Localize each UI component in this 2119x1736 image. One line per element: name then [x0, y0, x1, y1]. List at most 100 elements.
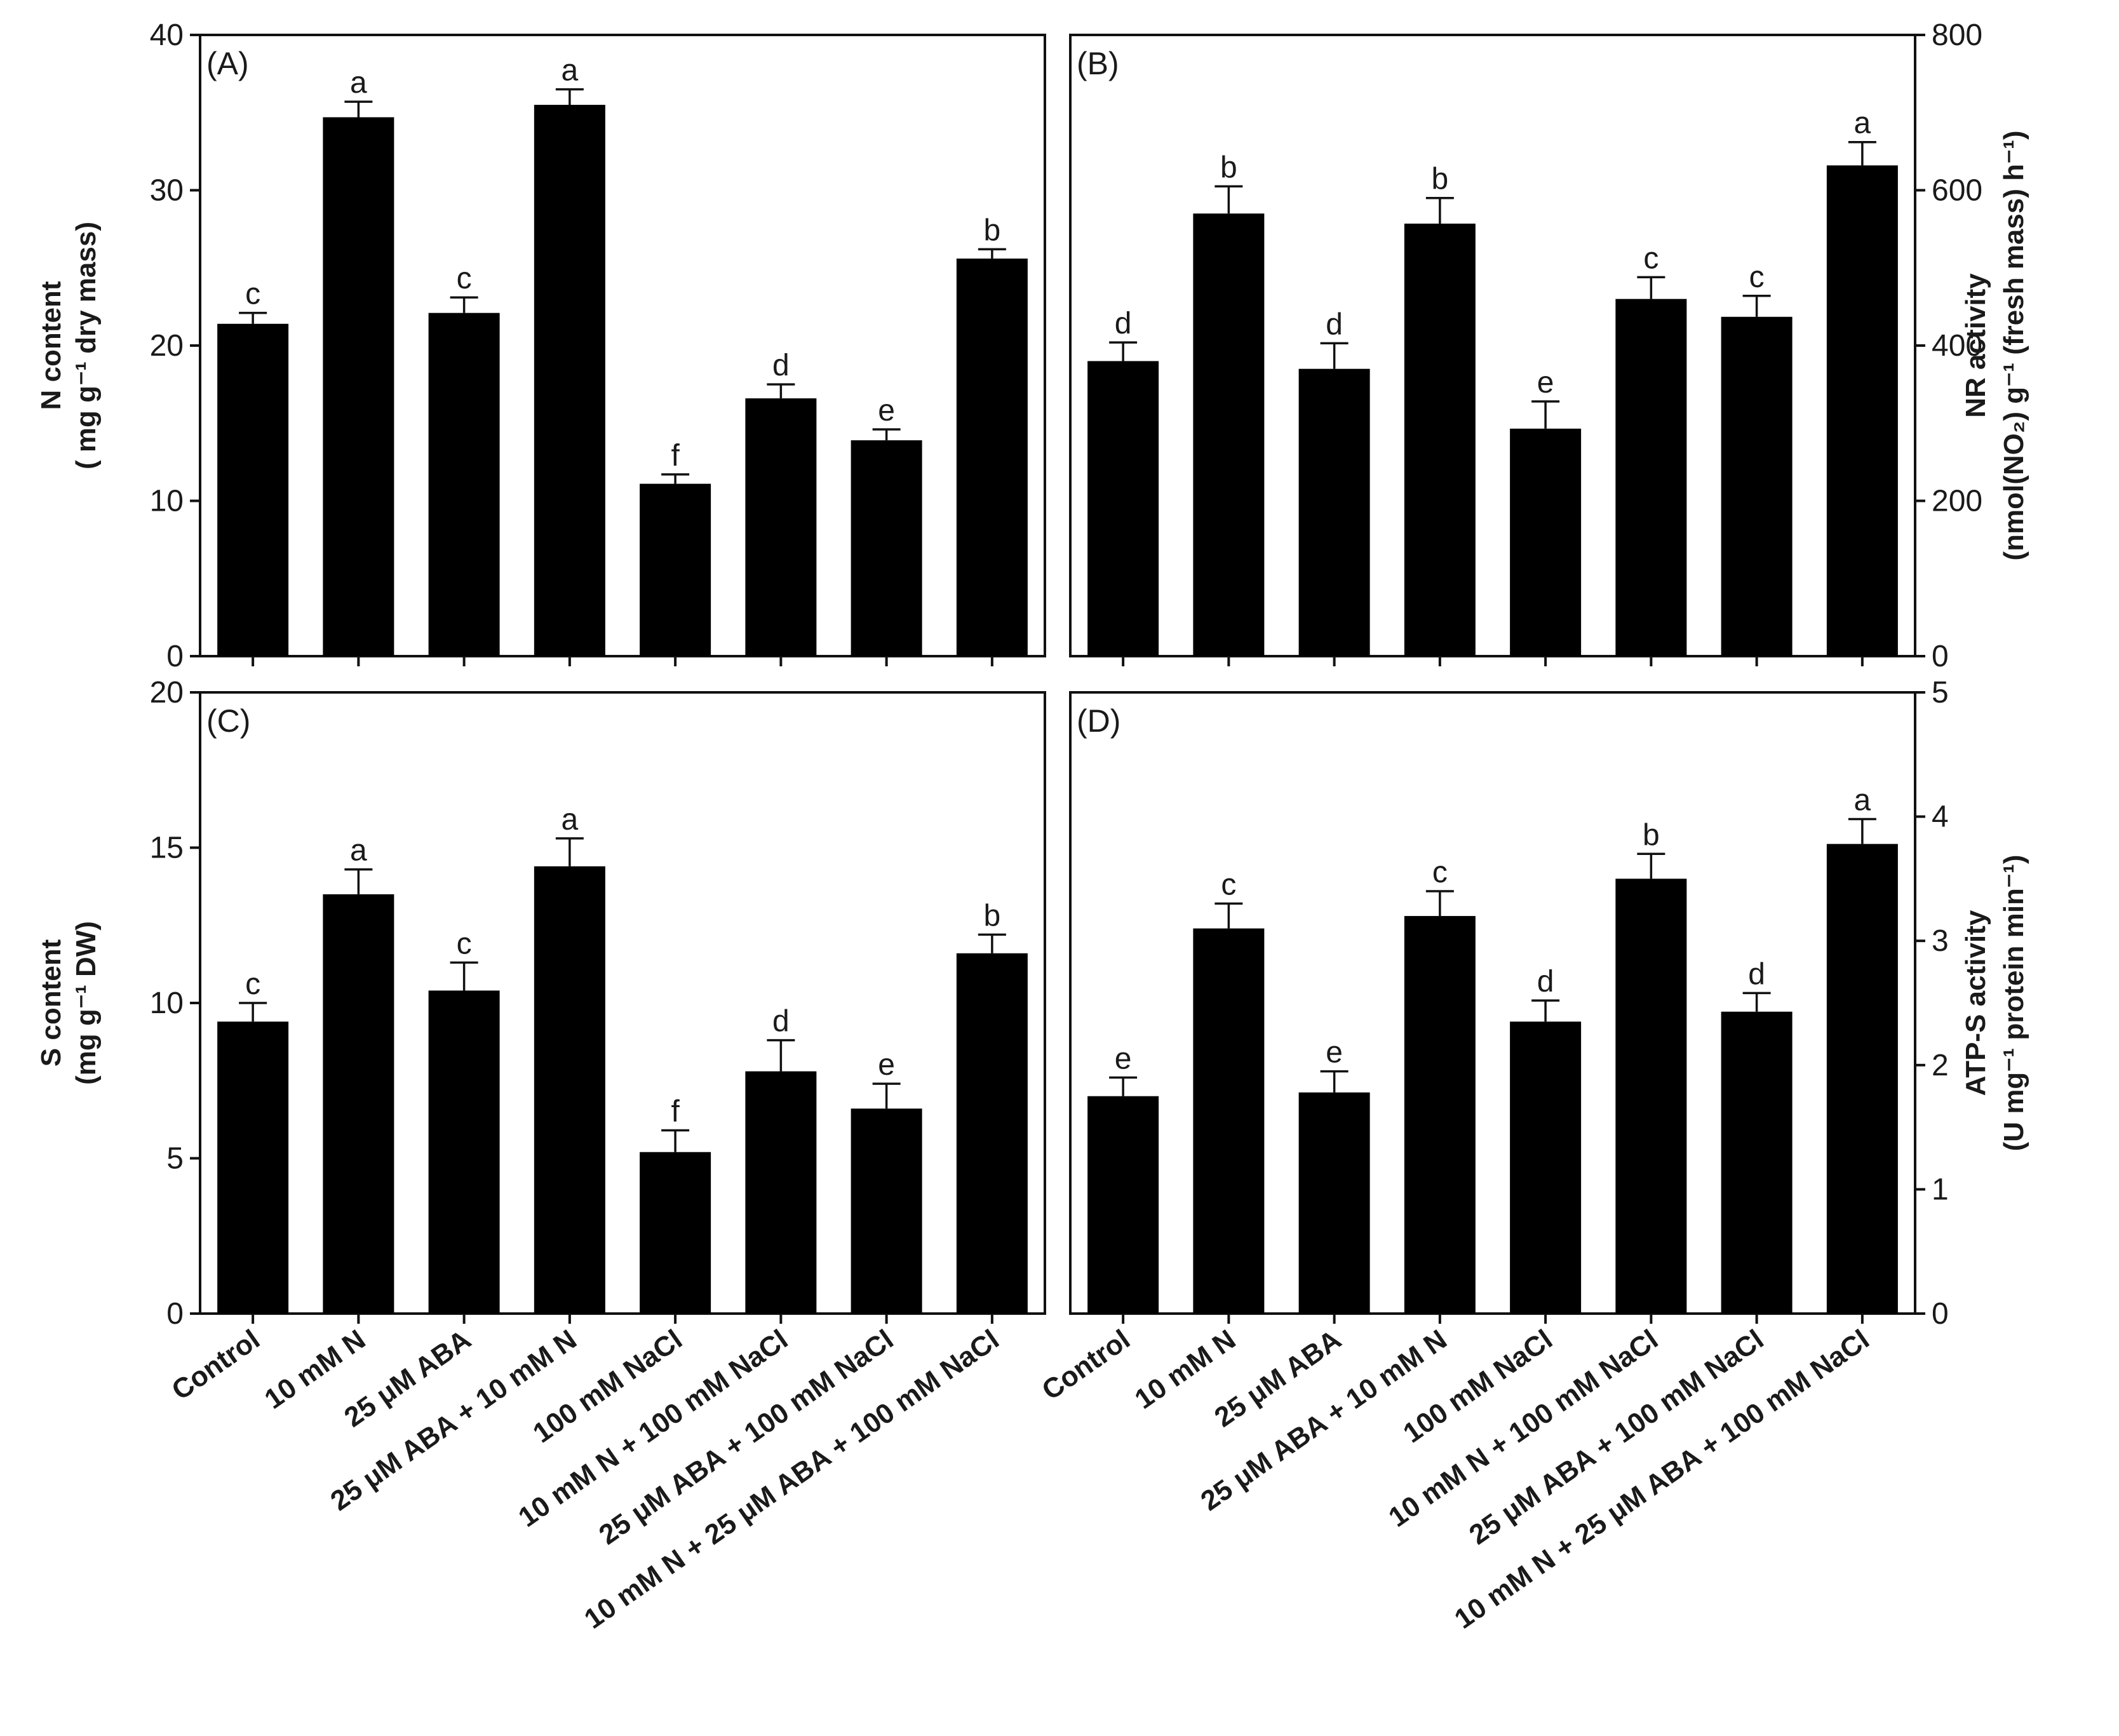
- panel-a-sig-letter: f: [671, 439, 680, 473]
- panel-c-sig-letter: f: [671, 1094, 680, 1128]
- panel-d-bar: [1721, 1011, 1793, 1314]
- panel-d-sig-letter: c: [1221, 868, 1236, 902]
- panel-b-ylabel-line: NR activity: [1960, 273, 1991, 418]
- panel-a-sig-letter: d: [772, 349, 790, 382]
- panel-d-sig-letter: d: [1748, 957, 1765, 991]
- panel-c-bar: [428, 990, 500, 1314]
- panel-a-bar: [534, 105, 605, 656]
- panel-b-bar: [1826, 165, 1898, 656]
- panel-d-bar: [1193, 928, 1265, 1314]
- panel-a-sig-letter: c: [457, 262, 472, 295]
- panel-b-sig-letter: c: [1749, 260, 1765, 294]
- panel-a-sig-letter: c: [245, 278, 260, 311]
- panel-a-sig-letter: a: [350, 66, 367, 100]
- panel-d-bar: [1615, 878, 1687, 1314]
- panel-b-bar: [1721, 316, 1793, 657]
- panel-a-bar: [323, 117, 394, 656]
- panel-c-ytick-label: 20: [150, 676, 184, 710]
- panel-b-sig-letter: d: [1326, 307, 1343, 341]
- panel-c-ytick-label: 15: [150, 831, 184, 865]
- panel-b-sig-letter: d: [1115, 307, 1132, 340]
- panel-c-ytick-label: 10: [150, 986, 184, 1020]
- panel-b-bar: [1615, 299, 1687, 656]
- panel-d-ylabel-line: (U mg⁻¹ protein min⁻¹): [1998, 855, 2029, 1152]
- panel-c-category-label: Control: [166, 1324, 266, 1406]
- panel-a-bar: [745, 398, 817, 656]
- panel-d-bar: [1826, 844, 1898, 1314]
- panel-c-bar: [640, 1152, 711, 1314]
- panel-b-sig-letter: a: [1854, 107, 1871, 140]
- panel-c-sig-letter: b: [984, 899, 1001, 932]
- panel-c-sig-letter: c: [457, 927, 472, 960]
- panel-d-label: (D): [1077, 703, 1120, 739]
- panel-c-bar: [217, 1021, 289, 1314]
- panel-b-ylabel-line: (nmol(NO₂) g⁻¹ (fresh mass) h⁻¹): [1998, 130, 2029, 560]
- panel-a-bar: [217, 323, 289, 656]
- panel-a-label: (A): [206, 46, 249, 81]
- panel-c-sig-letter: e: [878, 1048, 895, 1082]
- panel-b-bar: [1298, 368, 1370, 656]
- panel-d-sig-letter: e: [1326, 1036, 1343, 1070]
- panel-a-ytick-label: 0: [166, 640, 184, 673]
- panel-d-sig-letter: a: [1854, 784, 1871, 818]
- panel-d-sig-letter: e: [1115, 1042, 1132, 1075]
- panel-b-sig-letter: e: [1537, 366, 1554, 400]
- panel-d-ylabel-line: ATP-S activity: [1960, 910, 1991, 1096]
- panel-b-ytick-label: 0: [1932, 640, 1949, 673]
- panel-c-sig-letter: c: [245, 967, 260, 1001]
- panel-d-sig-letter: c: [1432, 856, 1448, 889]
- panel-a-ytick-label: 20: [150, 329, 184, 363]
- panel-d-bar: [1298, 1092, 1370, 1314]
- panel-c-ytick-label: 5: [166, 1142, 184, 1176]
- panel-d-frame: [1069, 691, 1916, 1315]
- panel-c-ylabel-line: S content: [36, 939, 67, 1066]
- panel-d-ytick-label: 1: [1932, 1173, 1949, 1206]
- panel-d-sig-letter: d: [1537, 965, 1554, 999]
- panel-c-ylabel-line: (mg g⁻¹ DW): [71, 921, 102, 1085]
- panel-b-ytick-label: 200: [1932, 485, 1982, 518]
- panel-a-bar: [956, 259, 1028, 657]
- panel-d-ytick-label: 5: [1932, 676, 1949, 710]
- panel-b-bar: [1087, 361, 1159, 656]
- panel-c-sig-letter: a: [562, 803, 579, 837]
- panel-a-ytick-label: 40: [150, 18, 184, 52]
- panel-c-bar: [745, 1071, 817, 1314]
- panel-c-bar: [323, 894, 394, 1314]
- panel-c-bar: [956, 953, 1028, 1314]
- panel-c-ytick-label: 0: [166, 1297, 184, 1331]
- panel-b-ytick-label: 800: [1932, 18, 1982, 52]
- panel-a-bar: [428, 313, 500, 656]
- panel-a-ytick-label: 10: [150, 485, 184, 518]
- panel-a-sig-letter: e: [878, 394, 895, 427]
- panel-b-ytick-label: 400: [1932, 329, 1982, 363]
- panel-b-bar: [1193, 213, 1265, 656]
- panel-c-bar: [851, 1108, 922, 1314]
- panel-a-ylabel-line: N content: [36, 281, 67, 410]
- panel-b-bar: [1510, 428, 1582, 656]
- panel-d-ytick-label: 4: [1932, 800, 1949, 834]
- panel-d-ytick-label: 3: [1932, 924, 1949, 958]
- panel-a-sig-letter: b: [984, 213, 1001, 247]
- panel-d-ytick-label: 2: [1932, 1049, 1949, 1082]
- panel-a-bar: [640, 483, 711, 656]
- panel-d-ytick-label: 0: [1932, 1297, 1949, 1331]
- panel-d-sig-letter: b: [1643, 818, 1660, 852]
- panel-d-bar: [1404, 916, 1476, 1314]
- panel-a-bar: [851, 440, 922, 656]
- panel-b-ytick-label: 600: [1932, 174, 1982, 208]
- panel-b-sig-letter: b: [1220, 151, 1237, 184]
- panel-b-label: (B): [1077, 46, 1119, 81]
- panel-d-bar: [1510, 1021, 1582, 1314]
- panel-b-sig-letter: b: [1432, 163, 1449, 196]
- panel-a-ytick-label: 30: [150, 174, 184, 208]
- panel-c-sig-letter: d: [772, 1005, 790, 1039]
- panel-c-bar: [534, 866, 605, 1314]
- panel-c-sig-letter: a: [350, 834, 367, 868]
- panel-b-sig-letter: c: [1643, 241, 1658, 275]
- panel-d-bar: [1087, 1096, 1159, 1314]
- panel-d-category-label: Control: [1037, 1324, 1136, 1406]
- panel-a-sig-letter: a: [562, 54, 579, 88]
- panel-a-ylabel-line: ( mg g⁻¹ dry mass): [71, 222, 102, 469]
- panel-c-label: (C): [206, 703, 250, 739]
